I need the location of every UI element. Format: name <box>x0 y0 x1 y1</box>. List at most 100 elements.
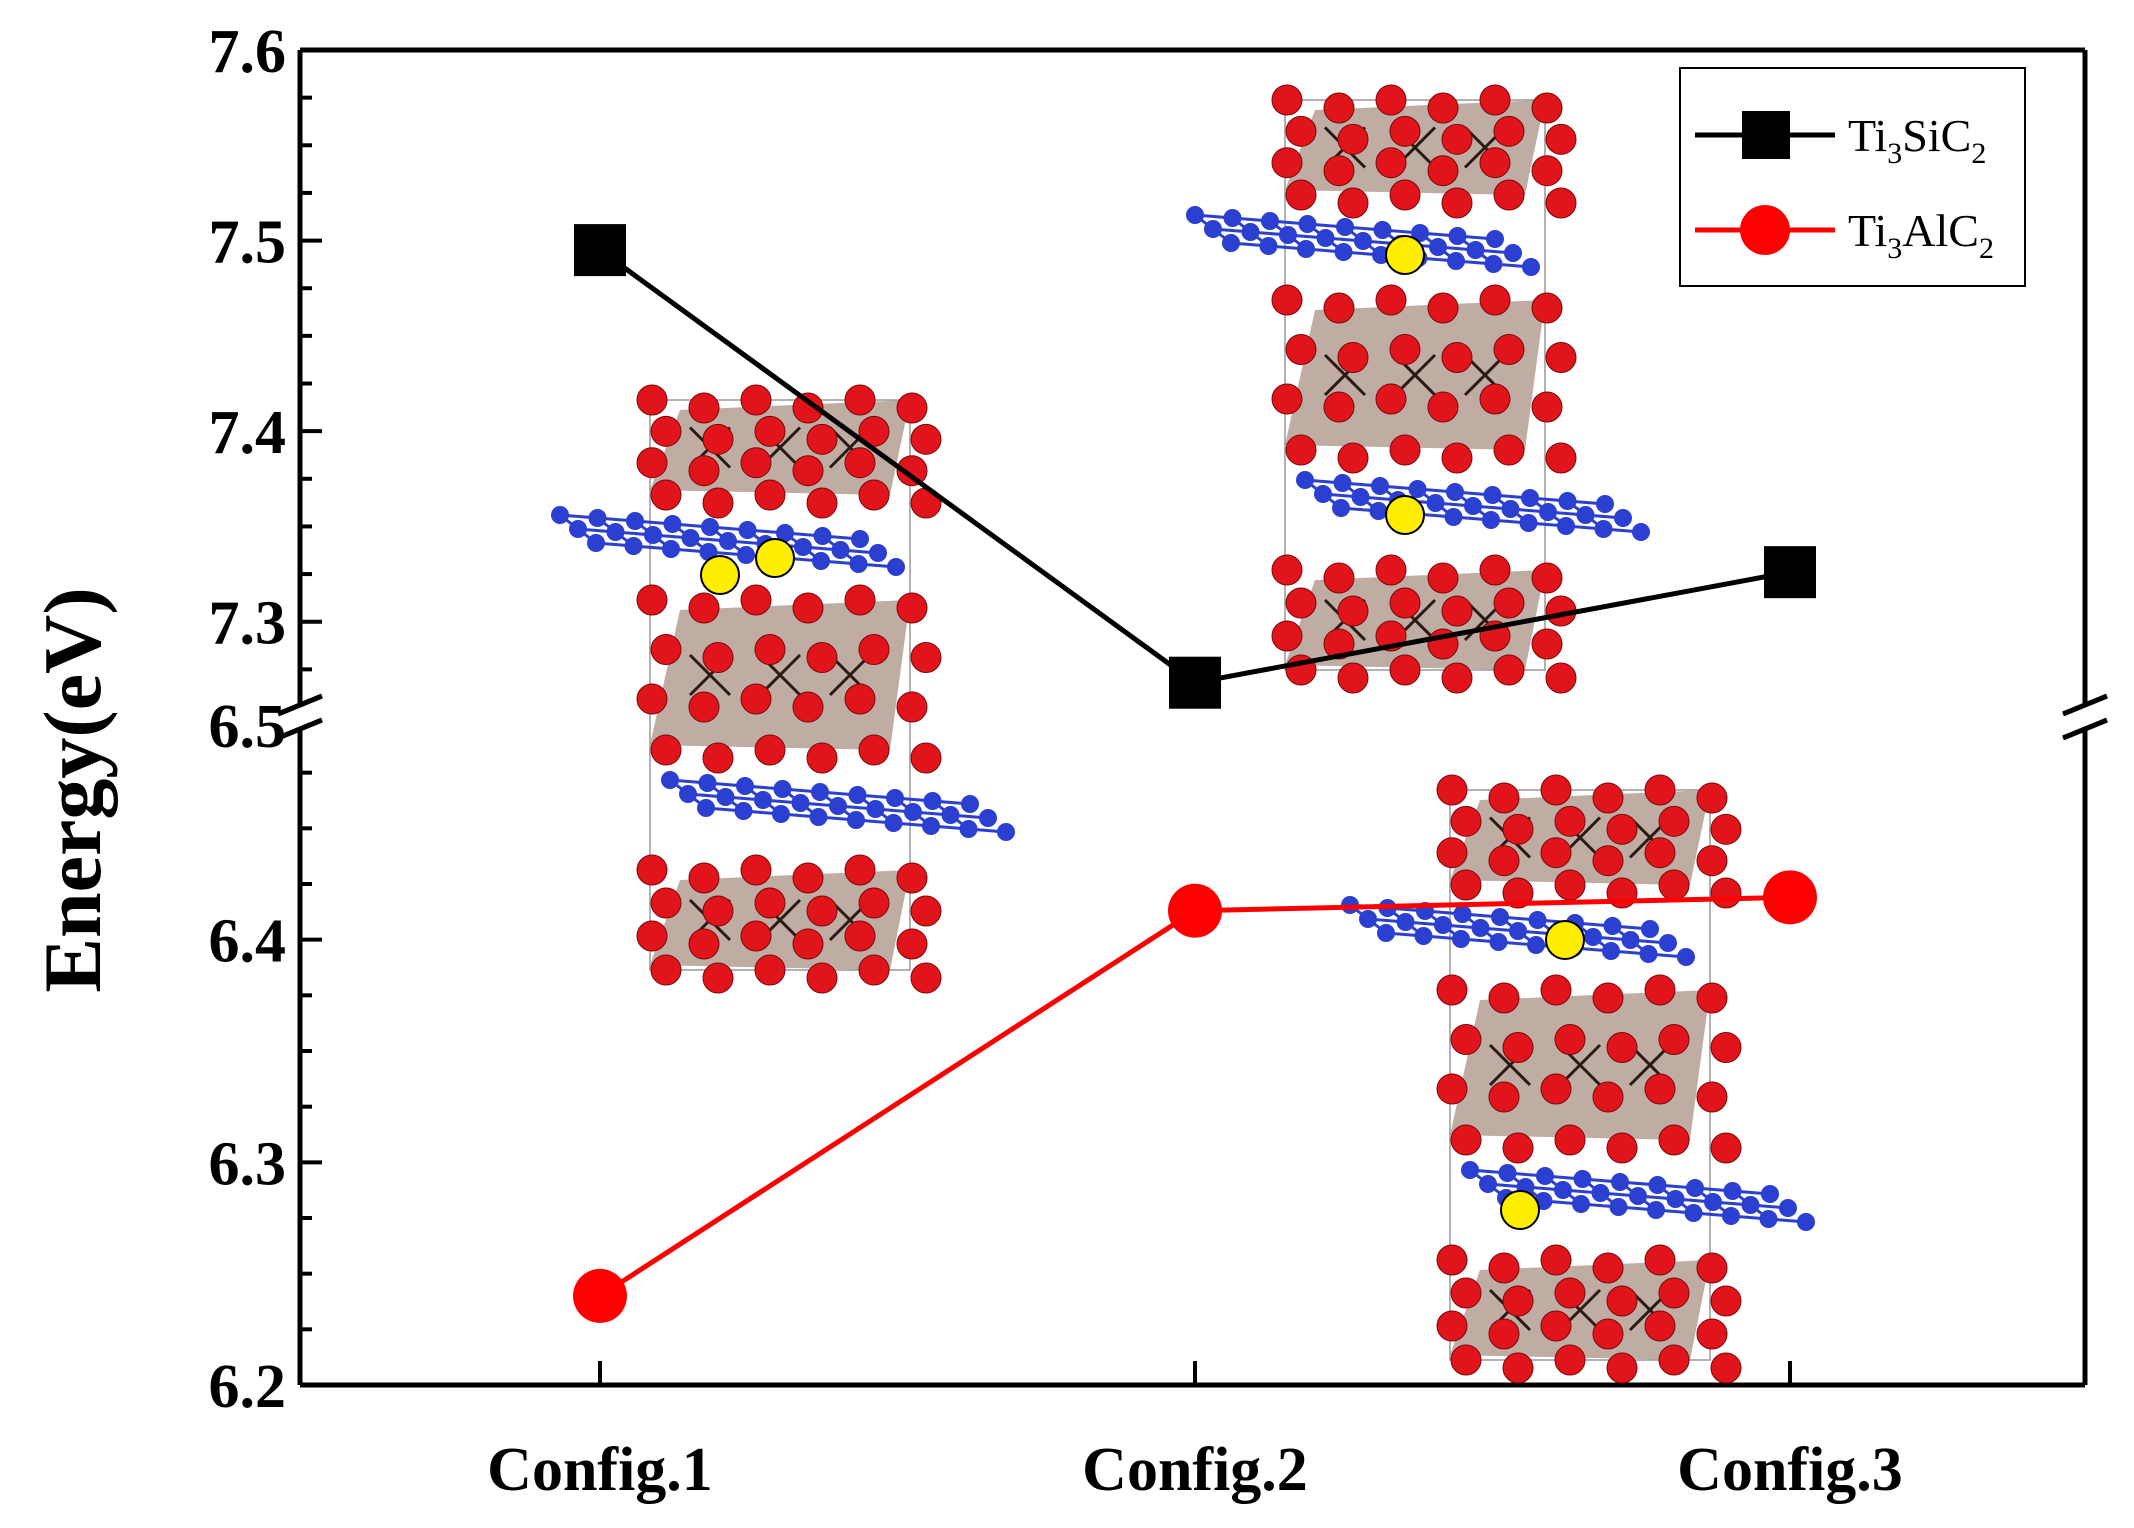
ti-atom <box>1493 654 1525 686</box>
c-atom <box>772 805 790 823</box>
ti-atom <box>1710 1132 1742 1164</box>
c-atom <box>1666 1190 1685 1208</box>
c-atom <box>719 532 737 550</box>
ti-atom <box>1658 869 1690 901</box>
ti-atom <box>650 634 682 665</box>
x-tick-label: Config.2 <box>1082 1436 1308 1504</box>
ti-atom <box>636 584 668 616</box>
ti-atom <box>1337 662 1369 694</box>
c-atom <box>1241 223 1260 241</box>
ti-atom <box>1375 284 1407 316</box>
ti-atom <box>1658 805 1690 837</box>
ti-atom <box>1606 1132 1638 1164</box>
c-atom <box>1448 227 1467 245</box>
ti-atom <box>1389 334 1421 365</box>
c-atom <box>1686 1179 1704 1197</box>
ti-atom <box>1389 654 1421 686</box>
ti-atom <box>1271 284 1303 316</box>
ti-atom <box>1436 974 1468 1006</box>
ti-atom <box>1323 562 1355 594</box>
ti-atom <box>1271 383 1303 415</box>
c-atom <box>1296 471 1314 489</box>
c-atom <box>697 799 715 817</box>
ti-atom <box>1488 845 1520 877</box>
ti-atom <box>896 592 928 624</box>
c-atom <box>1411 224 1429 242</box>
c-atom <box>679 785 697 803</box>
ti-atom <box>1545 187 1577 219</box>
ti-atom <box>1644 1310 1676 1342</box>
graphene-layer <box>1186 206 1540 276</box>
c-atom <box>1452 930 1470 948</box>
ti-atom <box>858 479 890 511</box>
ti-atom <box>1493 587 1525 619</box>
ti-atom <box>1540 1310 1572 1342</box>
ti-atom <box>1658 1277 1690 1309</box>
ti-atom <box>688 392 720 424</box>
c-atom <box>1528 911 1547 929</box>
ti-atom <box>806 642 838 673</box>
ti-atom <box>1531 628 1563 660</box>
c-atom <box>606 523 625 541</box>
ti-atom <box>1502 1132 1534 1164</box>
ti-atom <box>1389 434 1421 466</box>
ti-atom <box>1592 1318 1624 1350</box>
ti-atom <box>702 895 734 927</box>
ti-atom <box>1554 869 1586 901</box>
c-atom <box>1373 221 1392 239</box>
series-line-segment <box>1194 894 1791 914</box>
c-atom <box>941 806 960 824</box>
ti-atom <box>896 691 928 723</box>
graphene-layer <box>1341 896 1695 966</box>
c-atom <box>1527 936 1545 954</box>
c-atom <box>1498 1164 1517 1182</box>
ti-atom <box>896 928 928 960</box>
ti-atom <box>792 592 824 624</box>
ti-atom <box>702 642 734 673</box>
c-atom <box>1591 1184 1610 1202</box>
c-atom <box>1486 230 1504 248</box>
ti-atom <box>1389 179 1421 211</box>
c-atom <box>811 783 829 801</box>
ti-atom <box>792 691 824 723</box>
ti-atom <box>1531 292 1563 324</box>
legend: Ti3SiC2 Ti3AlC2 <box>1679 67 2026 287</box>
c-atom <box>997 823 1015 841</box>
c-atom <box>624 537 643 555</box>
ti-atom <box>858 887 890 919</box>
ti-atom <box>844 447 876 479</box>
legend-marker <box>1740 205 1790 255</box>
c-atom <box>1396 913 1415 931</box>
c-atom <box>661 771 679 789</box>
graphene-layer <box>661 771 1015 841</box>
ti-layer-top <box>1436 774 1742 909</box>
ti-atom <box>1502 877 1534 909</box>
data-point <box>1764 546 1816 599</box>
c-atom <box>1464 497 1482 515</box>
ti-atom <box>636 920 668 952</box>
ti-atom <box>1644 837 1676 869</box>
ti-atom <box>1441 662 1473 694</box>
c-atom <box>1741 1196 1760 1214</box>
ti-atom <box>1493 115 1525 147</box>
ti-atom <box>1540 1244 1572 1276</box>
ti-atom <box>896 862 928 894</box>
c-atom <box>662 540 680 558</box>
c-atom <box>1596 495 1614 513</box>
bond <box>1463 353 1507 397</box>
c-atom <box>812 552 830 570</box>
c-atom <box>1204 220 1222 238</box>
ti-atom <box>1592 1252 1624 1284</box>
ti-atom <box>792 928 824 960</box>
c-atom <box>1351 488 1370 506</box>
data-point <box>574 224 626 277</box>
ti-atom <box>1441 442 1473 474</box>
c-atom <box>1298 215 1317 233</box>
series-Ti3AlC2 <box>573 870 1817 1323</box>
legend-marker <box>1742 111 1790 159</box>
series-line-segment <box>1194 569 1791 686</box>
c-atom <box>961 795 979 813</box>
ti-atom <box>1285 434 1317 466</box>
c-atom <box>1536 1167 1554 1185</box>
